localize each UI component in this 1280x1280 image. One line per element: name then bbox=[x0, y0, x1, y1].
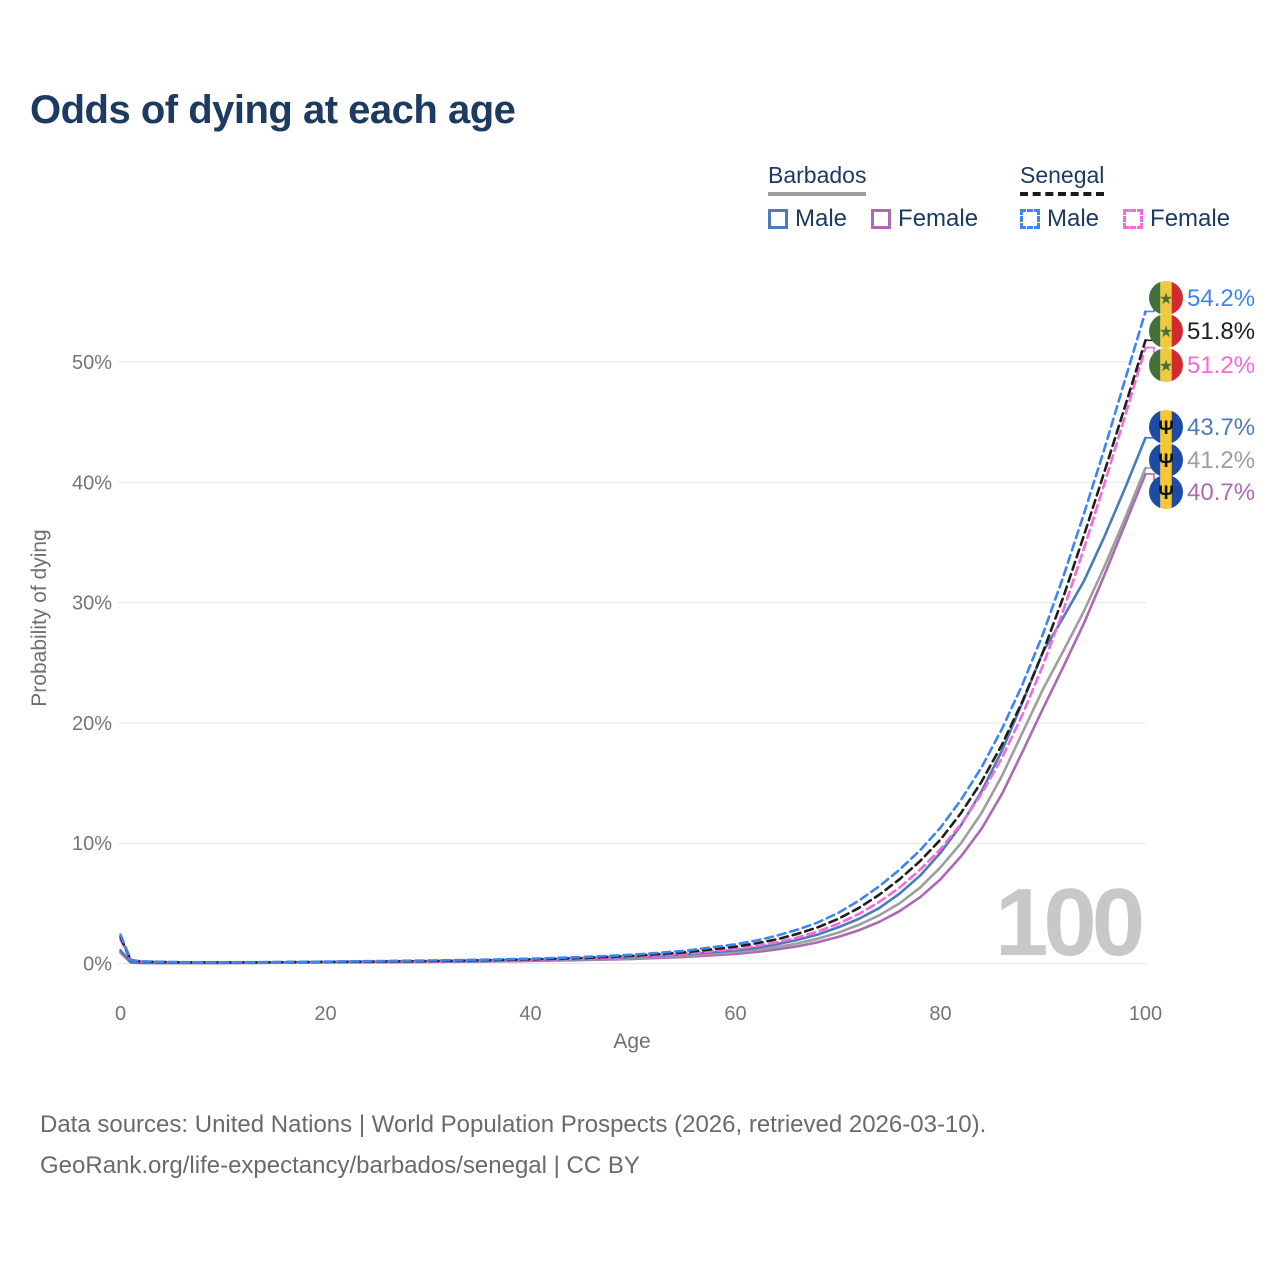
barbados-female-swatch-icon[interactable] bbox=[871, 209, 892, 229]
x-tick-label: 60 bbox=[724, 1003, 746, 1025]
end-value-label: 54.2% bbox=[1187, 285, 1255, 312]
senegal-flag-icon: ★ bbox=[1149, 314, 1183, 348]
x-tick-label: 20 bbox=[314, 1003, 336, 1025]
y-tick-label: 20% bbox=[72, 713, 112, 735]
y-tick-label: 40% bbox=[72, 472, 112, 494]
series-line-barbados-both[interactable] bbox=[119, 466, 1147, 965]
barbados-flag-icon: Ψ bbox=[1149, 443, 1183, 477]
series-line-senegal-both[interactable] bbox=[119, 339, 1147, 964]
barbados-male-swatch-icon[interactable] bbox=[768, 209, 788, 229]
star-icon: ★ bbox=[1159, 358, 1173, 375]
y-tick-label: 10% bbox=[72, 833, 112, 855]
legend-group-senegal: Senegal Male Female bbox=[1020, 162, 1230, 233]
legend-item-label: Female bbox=[898, 205, 979, 232]
y-tick-label: 30% bbox=[72, 593, 112, 615]
legend-country-barbados: Barbados bbox=[768, 162, 867, 196]
x-axis-title: Age bbox=[613, 1030, 650, 1053]
x-tick-label: 100 bbox=[1129, 1003, 1162, 1025]
trident-icon: Ψ bbox=[1158, 483, 1173, 504]
end-value-label: 43.7% bbox=[1187, 414, 1255, 441]
end-value-label: 51.8% bbox=[1187, 318, 1255, 345]
legend-item-barbados-female[interactable]: Female bbox=[871, 205, 978, 233]
y-tick-label: 0% bbox=[83, 954, 112, 976]
series-line-barbados-female[interactable] bbox=[119, 472, 1147, 965]
legend-item-label: Female bbox=[1150, 205, 1231, 232]
barbados-flag-icon: Ψ bbox=[1149, 475, 1183, 509]
legend-item-senegal-female[interactable]: Female bbox=[1123, 205, 1230, 233]
footer-data-sources: Data sources: United Nations | World Pop… bbox=[40, 1111, 987, 1138]
senegal-flag-icon: ★ bbox=[1149, 348, 1183, 382]
end-value-label: 41.2% bbox=[1187, 447, 1255, 474]
end-value-label: 51.2% bbox=[1187, 352, 1255, 379]
legend-item-label: Male bbox=[1047, 205, 1100, 232]
barbados-flag-icon: Ψ bbox=[1149, 410, 1183, 444]
footer-attribution: GeoRank.org/life-expectancy/barbados/sen… bbox=[40, 1152, 640, 1179]
star-icon: ★ bbox=[1159, 324, 1173, 341]
star-icon: ★ bbox=[1159, 291, 1173, 308]
series-line-senegal-male[interactable] bbox=[119, 310, 1147, 964]
page-title: Odds of dying at each age bbox=[30, 88, 516, 132]
y-tick-label: 50% bbox=[72, 352, 112, 374]
x-tick-label: 80 bbox=[929, 1003, 951, 1025]
footer: Data sources: United Nations | World Pop… bbox=[40, 1104, 986, 1186]
senegal-male-swatch-icon[interactable] bbox=[1020, 209, 1040, 229]
legend-item-label: Male bbox=[795, 205, 848, 232]
y-axis-title: Probability of dying bbox=[28, 529, 51, 706]
legend-item-senegal-male[interactable]: Male bbox=[1020, 205, 1099, 233]
series-line-senegal-female[interactable] bbox=[119, 346, 1147, 964]
trident-icon: Ψ bbox=[1158, 418, 1173, 439]
senegal-female-swatch-icon[interactable] bbox=[1123, 209, 1144, 229]
end-value-label: 40.7% bbox=[1187, 479, 1255, 506]
legend-group-barbados: Barbados Male Female bbox=[768, 162, 978, 233]
trident-icon: Ψ bbox=[1158, 451, 1173, 472]
x-tick-label: 0 bbox=[115, 1003, 126, 1025]
legend-country-senegal: Senegal bbox=[1020, 162, 1105, 196]
senegal-flag-icon: ★ bbox=[1149, 281, 1183, 315]
age-counter-watermark: 100 bbox=[995, 869, 1145, 976]
series-line-barbados-male[interactable] bbox=[119, 436, 1147, 965]
legend-item-barbados-male[interactable]: Male bbox=[768, 205, 847, 233]
x-tick-label: 40 bbox=[519, 1003, 541, 1025]
